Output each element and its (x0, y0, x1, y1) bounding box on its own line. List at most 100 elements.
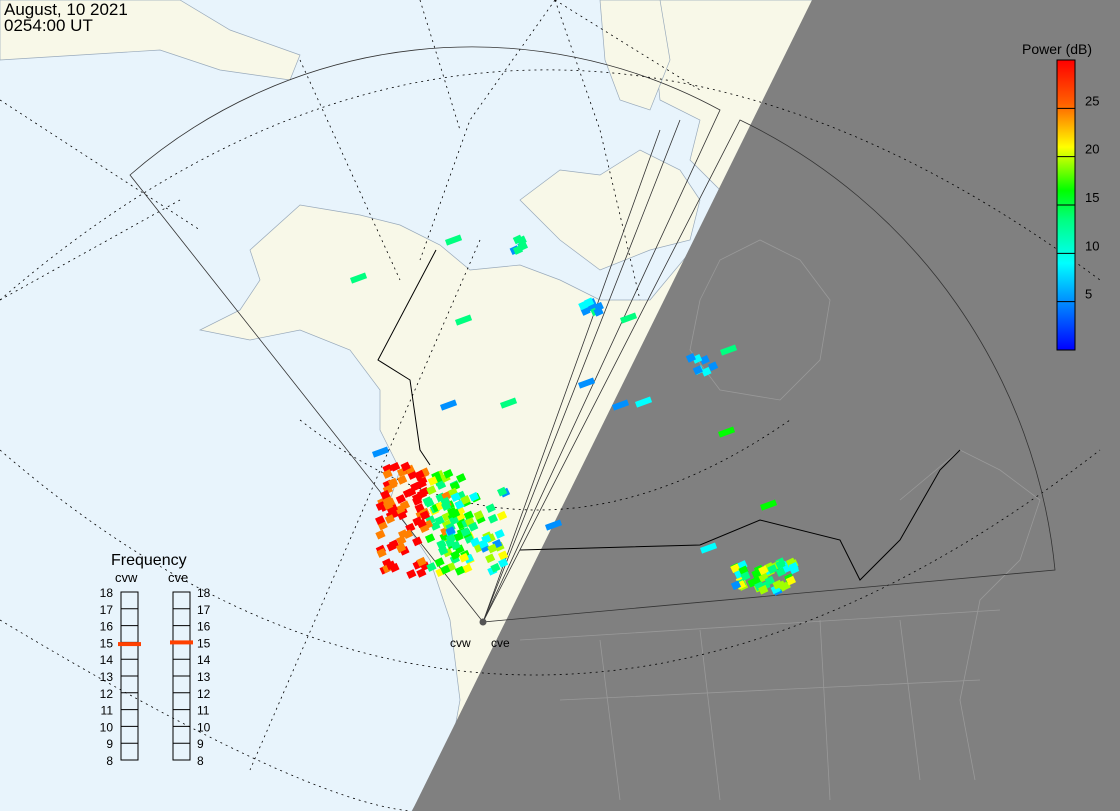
echo-cell (468, 521, 479, 532)
date-label: August, 10 2021 (4, 0, 128, 19)
frequency-tick-label: 18 (100, 586, 114, 600)
colorbar-tick-label: 5 (1085, 287, 1092, 302)
echo-cell (578, 377, 596, 389)
echo-cell (402, 488, 414, 499)
frequency-tick-label: 15 (197, 636, 211, 650)
echo-cell (438, 545, 449, 556)
echo-cell (692, 365, 703, 375)
echo-cell (720, 344, 738, 356)
echo-cell (450, 540, 461, 551)
echo-cell (485, 503, 496, 514)
echo-cell (730, 580, 742, 591)
echo-cell (500, 397, 518, 409)
echo-cell (634, 396, 653, 408)
echo-cell (468, 491, 480, 502)
echo-cell (612, 399, 630, 411)
echo-cell (414, 469, 425, 480)
borders (377, 249, 961, 581)
echo-cell (785, 575, 797, 586)
echo-cell (788, 561, 799, 572)
frequency-tick-label: 13 (100, 670, 114, 684)
echo-cell (450, 508, 461, 519)
echo-cell (699, 355, 710, 365)
echo-cell (775, 567, 787, 577)
frequency-tick-label: 9 (106, 737, 113, 751)
frequency-tick-label: 8 (106, 754, 113, 768)
echo-cell (730, 563, 741, 574)
echo-cell (395, 543, 407, 553)
echo-cell (441, 490, 452, 501)
colorbar-tick-label: 15 (1085, 190, 1099, 205)
echo-cell (740, 571, 751, 582)
echo-cell (701, 366, 712, 377)
echo-cell (445, 533, 456, 544)
echo-cell (473, 510, 484, 520)
land (0, 0, 831, 811)
echo-cell (440, 564, 451, 575)
frequency-tick-label: 8 (197, 754, 204, 768)
echo-cell (717, 426, 736, 438)
echo-cell (758, 565, 769, 576)
echo-cell (593, 306, 604, 317)
echo-cell (453, 531, 464, 542)
echo-cell (427, 476, 438, 486)
echo-cell (350, 272, 368, 284)
frequency-tick-label: 14 (100, 653, 114, 667)
echo-cell (494, 529, 505, 539)
frequency-panel: Frequency cvw cve 18 17 16 15 14 13 12 11 10 9 8 18… (100, 552, 211, 768)
land-arctic-islands (519, 149, 701, 271)
radar-fields-of-view (129, 46, 1056, 623)
echo-cell (390, 461, 401, 472)
echo-cell (685, 352, 697, 363)
echo-cell (416, 556, 427, 567)
frequency-tick-label: 12 (100, 687, 114, 701)
echo-cell (406, 569, 417, 579)
echo-cell (445, 526, 456, 536)
frequency-tick-label: 17 (197, 603, 211, 617)
echo-cell (490, 562, 501, 573)
echo-cell (416, 478, 427, 489)
echo-cell (460, 527, 471, 537)
echo-cell (487, 513, 499, 524)
frequency-title: Frequency (111, 552, 187, 569)
echo-cell (455, 314, 473, 326)
echo-cell (485, 553, 496, 564)
echo-cell (544, 519, 563, 531)
land-chukotka (0, 0, 301, 81)
frequency-tick-label: 13 (197, 670, 211, 684)
echo-cell (496, 510, 508, 521)
echo-cell (387, 477, 399, 488)
echo-cell (419, 510, 430, 521)
echo-cell (445, 234, 463, 246)
echo-cell (449, 481, 460, 491)
frequency-marker-cve (170, 640, 193, 645)
echo-cell (443, 468, 454, 479)
echo-cell (454, 499, 465, 510)
echo-cell (405, 522, 416, 533)
frequency-tick-label: 18 (197, 586, 211, 600)
echo-cell (434, 557, 445, 567)
echo-cell (497, 550, 509, 561)
echo-cell (416, 518, 427, 529)
power-colorbar: Power (dB) 25 20 15 10 5 (1022, 41, 1099, 351)
radar-site-marker (479, 618, 487, 626)
frequency-tick-label: 15 (100, 636, 114, 650)
time-label: 0254:00 UT (4, 16, 93, 35)
echo-cell (434, 515, 445, 526)
echo-cell (512, 234, 523, 245)
radar-label-cve: cve (491, 636, 510, 650)
echo-cell (498, 558, 509, 568)
night-shadow (412, 0, 1120, 811)
echo-cell (372, 446, 390, 458)
echo-cell (512, 245, 524, 255)
frequency-tick-label: 10 (197, 720, 211, 734)
echo-cell (759, 499, 778, 511)
echo-cell (389, 562, 400, 573)
echo-cell (399, 500, 411, 511)
echo-cell (758, 584, 769, 595)
echo-cell (450, 492, 461, 502)
echo-cell (772, 579, 783, 590)
